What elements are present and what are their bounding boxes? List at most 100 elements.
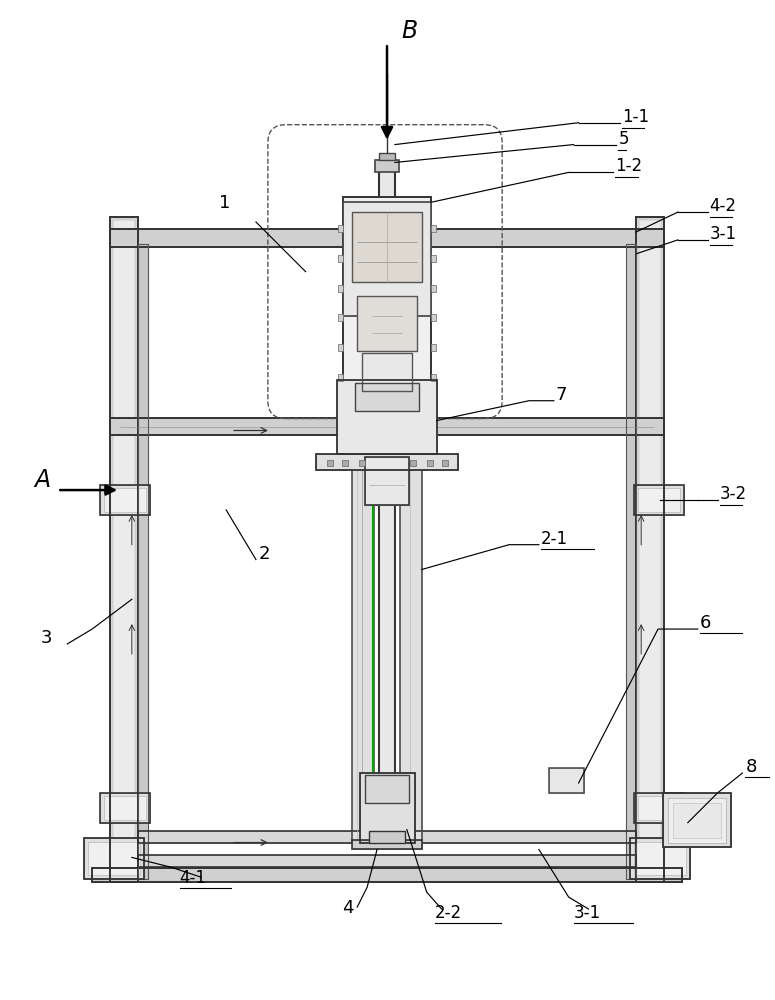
Bar	[357, 296, 417, 351]
Bar	[365, 775, 409, 803]
Text: 3-2: 3-2	[720, 485, 747, 503]
Text: 6: 6	[700, 614, 711, 632]
Text: 2: 2	[259, 545, 270, 563]
Bar	[626, 244, 636, 879]
Bar	[431, 255, 436, 262]
Bar	[339, 225, 343, 232]
Bar	[638, 488, 680, 512]
Bar	[357, 296, 417, 351]
Bar	[636, 217, 664, 882]
Bar	[360, 773, 415, 843]
Bar	[400, 217, 422, 843]
Bar	[668, 798, 725, 843]
Bar	[410, 460, 416, 466]
Bar	[315, 454, 459, 470]
Text: 1-2: 1-2	[615, 157, 642, 175]
Bar	[369, 831, 405, 843]
Bar	[359, 460, 365, 466]
Text: 3-1: 3-1	[710, 225, 737, 243]
Bar	[431, 225, 436, 232]
Bar	[626, 244, 636, 879]
Bar	[639, 220, 661, 879]
Bar	[100, 793, 150, 823]
Text: 5: 5	[618, 130, 629, 148]
Bar	[84, 838, 143, 879]
Bar	[113, 220, 135, 879]
Bar	[100, 485, 150, 515]
Bar	[353, 840, 422, 849]
Bar	[379, 153, 395, 160]
Text: 2-1: 2-1	[541, 530, 568, 548]
Bar	[104, 796, 146, 820]
Text: 7: 7	[556, 386, 567, 404]
Bar	[365, 775, 409, 803]
Bar	[362, 353, 412, 391]
Bar	[339, 374, 343, 381]
Bar	[431, 314, 436, 321]
Bar	[355, 383, 418, 411]
Text: 3-1: 3-1	[574, 904, 601, 922]
Bar	[339, 255, 343, 262]
Bar	[84, 838, 143, 879]
Bar	[138, 244, 148, 879]
Bar	[138, 855, 636, 867]
Bar	[362, 353, 412, 391]
Bar	[634, 842, 686, 875]
Bar	[427, 460, 432, 466]
Bar	[110, 418, 664, 435]
Bar	[369, 831, 405, 843]
Bar	[327, 460, 333, 466]
Text: 4: 4	[343, 899, 354, 917]
Bar	[339, 314, 343, 321]
Bar	[634, 793, 684, 823]
Bar	[100, 793, 150, 823]
Bar	[343, 460, 348, 466]
Bar	[360, 773, 415, 843]
Bar	[630, 838, 690, 879]
Bar	[92, 868, 682, 882]
Bar	[634, 793, 684, 823]
Bar	[549, 768, 584, 793]
Bar	[353, 840, 422, 849]
Bar	[400, 217, 422, 843]
Bar	[634, 485, 684, 515]
Bar	[110, 418, 664, 435]
Bar	[355, 383, 418, 411]
Bar	[138, 831, 636, 843]
Bar	[110, 217, 138, 882]
Bar	[663, 793, 731, 847]
Bar	[343, 202, 431, 316]
Bar	[630, 838, 690, 879]
Bar	[138, 244, 148, 879]
Bar	[442, 460, 448, 466]
Bar	[375, 160, 399, 172]
Bar	[636, 217, 664, 882]
Text: 4-1: 4-1	[180, 869, 206, 887]
Bar	[343, 202, 431, 316]
Bar	[663, 793, 731, 847]
Bar	[88, 842, 140, 875]
Bar	[380, 172, 394, 843]
Bar	[315, 454, 459, 470]
Text: 2-2: 2-2	[435, 904, 462, 922]
Bar	[110, 217, 138, 882]
Bar	[634, 485, 684, 515]
Text: A: A	[35, 468, 50, 492]
Bar	[92, 868, 682, 882]
Bar	[138, 831, 636, 843]
Bar	[110, 229, 664, 247]
Bar	[353, 217, 374, 843]
Text: 1: 1	[219, 194, 231, 212]
Bar	[353, 217, 374, 843]
Text: B: B	[401, 19, 417, 43]
Bar	[339, 344, 343, 351]
Bar	[353, 212, 422, 282]
Bar	[343, 197, 431, 396]
Text: 3: 3	[40, 629, 52, 647]
Bar	[638, 796, 680, 820]
Bar	[431, 285, 436, 292]
Bar	[339, 285, 343, 292]
Bar	[110, 229, 664, 247]
Bar	[104, 488, 146, 512]
Bar	[673, 803, 721, 838]
